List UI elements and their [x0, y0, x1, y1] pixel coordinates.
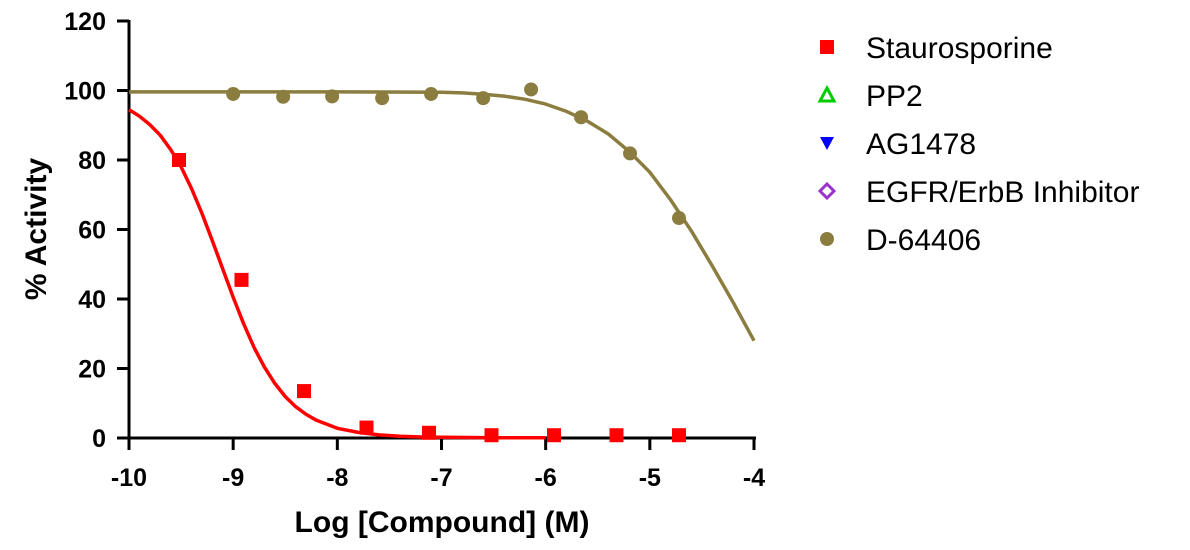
legend-label-pp2: PP2	[866, 80, 923, 113]
legend-item-ag1478: AG1478	[820, 128, 976, 161]
data-point-staurosporine	[359, 420, 374, 435]
x-tick-label: -5	[639, 464, 661, 492]
data-point-staurosporine	[234, 272, 249, 287]
x-tick-label: -9	[222, 464, 244, 492]
legend-item-d-64406: D-64406	[820, 224, 981, 257]
legend-marker-pp2	[817, 84, 837, 103]
y-tick-label: 20	[78, 356, 106, 384]
data-point-staurosporine	[172, 153, 186, 167]
fit-curves	[128, 90, 756, 440]
data-points	[172, 82, 686, 443]
y-tick-label: 120	[64, 8, 106, 36]
data-point-d-64406	[476, 91, 491, 106]
legend-marker-staurosporine	[820, 40, 834, 54]
legend-item-staurosporine: Staurosporine	[820, 32, 1053, 65]
x-tick-label: -4	[743, 464, 765, 492]
x-ticks: -10 -9 -8 -7 -6 -5 -4	[111, 438, 765, 492]
y-tick-label: 80	[78, 147, 106, 175]
data-point-d-64406	[325, 89, 340, 104]
legend-marker-ag1478	[820, 137, 834, 150]
data-point-d-64406	[623, 146, 638, 161]
legend-label-d-64406: D-64406	[866, 224, 981, 257]
data-point-d-64406	[226, 86, 241, 101]
fit-curve-staurosporine	[128, 108, 546, 440]
data-point-d-64406	[375, 91, 390, 106]
legend-marker-d-64406	[820, 232, 834, 246]
data-point-d-64406	[672, 211, 686, 226]
data-point-d-64406	[574, 110, 589, 125]
data-point-staurosporine	[484, 428, 499, 443]
x-axis-title: Log [Compound] (M)	[295, 506, 590, 539]
legend: Staurosporine PP2 AG1478 EGFR/ErbB Inhibito…	[817, 32, 1139, 257]
x-tick-label: -8	[326, 464, 348, 492]
legend-label-staurosporine: Staurosporine	[866, 32, 1053, 65]
fit-curve-d-64406	[129, 90, 756, 342]
data-point-staurosporine	[422, 425, 436, 440]
data-point-d-64406	[424, 86, 439, 101]
data-point-staurosporine	[609, 428, 624, 443]
x-tick-label: -6	[535, 464, 557, 492]
x-tick-label: -7	[430, 464, 452, 492]
axes	[127, 20, 756, 440]
data-point-staurosporine	[297, 384, 311, 399]
y-tick-label: 100	[64, 78, 106, 106]
y-tick-label: 60	[78, 217, 106, 245]
legend-label-ag1478: AG1478	[866, 128, 976, 161]
legend-item-pp2: PP2	[817, 80, 923, 113]
legend-label-egfr-erbb-inhibitor: EGFR/ErbB Inhibitor	[866, 176, 1139, 209]
data-point-staurosporine	[672, 428, 686, 443]
legend-marker-egfr-erbb-inhibitor	[817, 181, 837, 201]
y-tick-label: 40	[78, 286, 106, 314]
y-axis-title: % Activity	[20, 158, 53, 301]
legend-item-egfr-erbb-inhibitor: EGFR/ErbB Inhibitor	[817, 176, 1139, 209]
data-point-d-64406	[524, 82, 539, 97]
y-tick-label: 0	[92, 425, 106, 453]
x-tick-label: -10	[111, 464, 147, 492]
y-ticks: 0 20 40 60 80 100 120	[64, 8, 129, 453]
data-point-staurosporine	[547, 428, 561, 443]
data-point-d-64406	[276, 89, 291, 104]
